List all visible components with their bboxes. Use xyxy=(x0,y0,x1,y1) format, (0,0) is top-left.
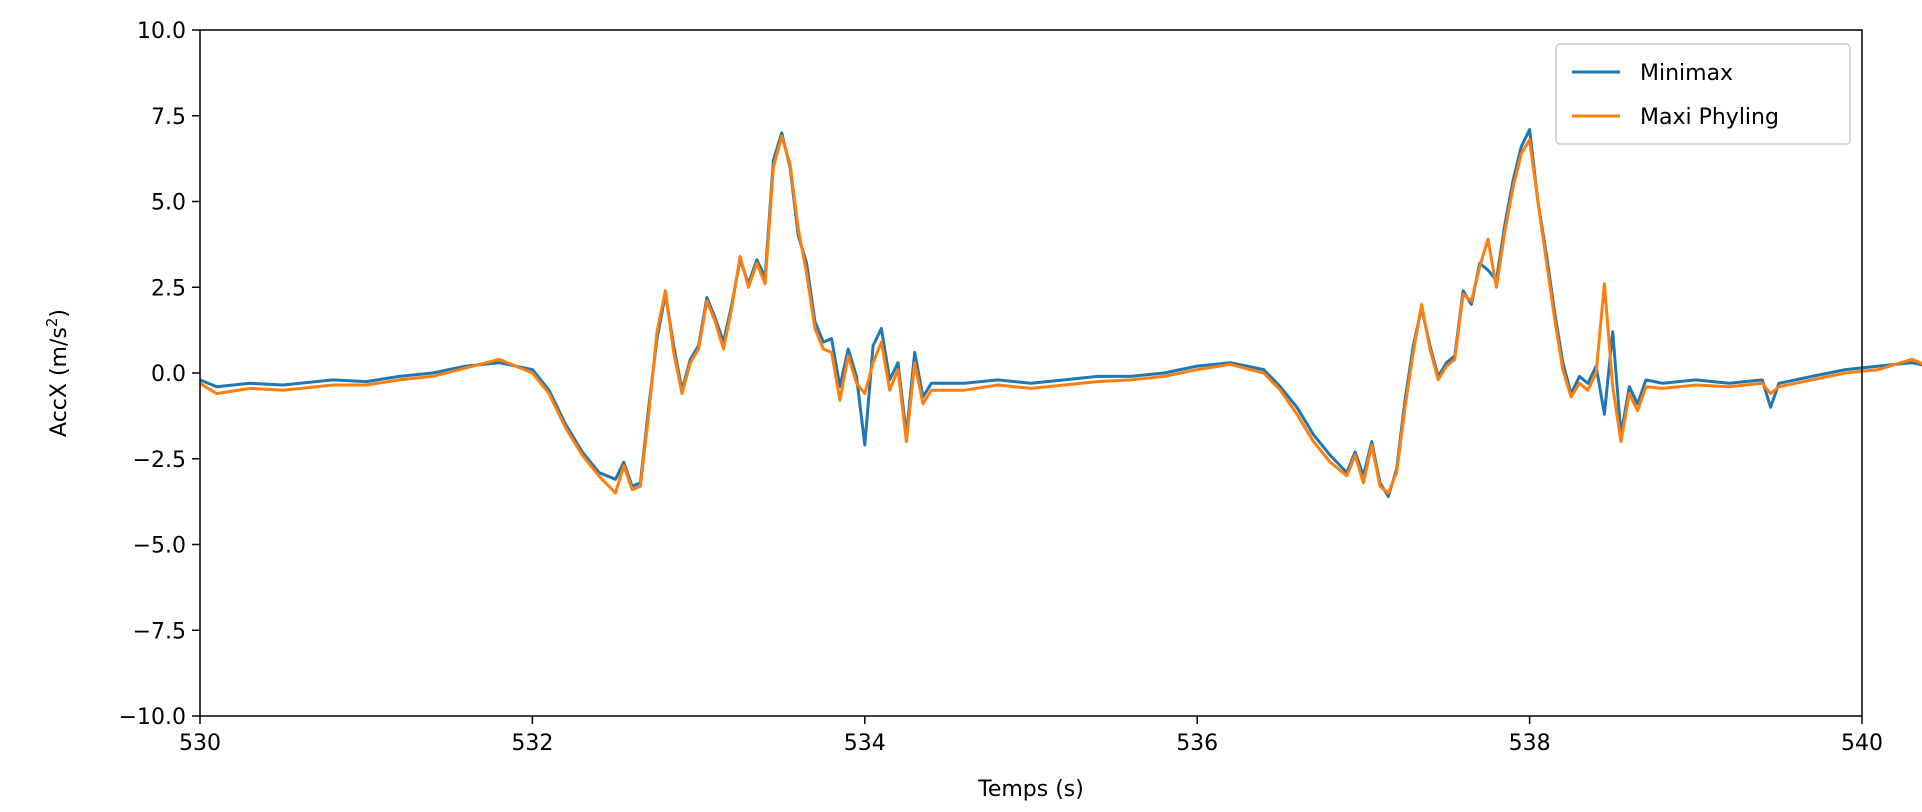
x-tick-label: 540 xyxy=(1841,731,1883,756)
y-tick-label: 7.5 xyxy=(151,105,186,130)
x-tick-label: 536 xyxy=(1176,731,1218,756)
x-tick-label: 534 xyxy=(844,731,886,756)
x-tick-label: 532 xyxy=(511,731,553,756)
y-axis-label: AccX (m/s2) xyxy=(43,309,72,437)
series-layer xyxy=(199,128,1922,498)
legend: Minimax Maxi Phyling xyxy=(1555,43,1851,145)
y-axis-label-main: AccX (m/s xyxy=(47,327,72,437)
y-tick-label: −5.0 xyxy=(133,534,186,559)
series-line-maxi-phyling xyxy=(199,134,1922,495)
y-tick-label: −10.0 xyxy=(119,705,186,730)
y-tick-label: 10.0 xyxy=(137,19,186,44)
y-tick-label: −2.5 xyxy=(133,448,186,473)
x-tick-label: 530 xyxy=(179,731,221,756)
x-axis-label: Temps (s) xyxy=(977,777,1084,802)
y-tick-label: −7.5 xyxy=(133,619,186,644)
legend-label-minimax: Minimax xyxy=(1640,61,1733,86)
legend-box xyxy=(1555,43,1851,145)
ticks-layer: 530 532 534 536 538 540 −10.0 −7.5 −5.0 −2.5 0.0 2.… xyxy=(119,19,1883,756)
legend-label-maxi-phyling: Maxi Phyling xyxy=(1640,105,1779,130)
y-tick-label: 5.0 xyxy=(151,191,186,216)
y-tick-label: 2.5 xyxy=(151,276,186,301)
y-axis-label-close: ) xyxy=(47,309,72,318)
y-axis-label-superscript: 2 xyxy=(43,318,61,328)
y-tick-label: 0.0 xyxy=(151,362,186,387)
x-tick-label: 538 xyxy=(1509,731,1551,756)
